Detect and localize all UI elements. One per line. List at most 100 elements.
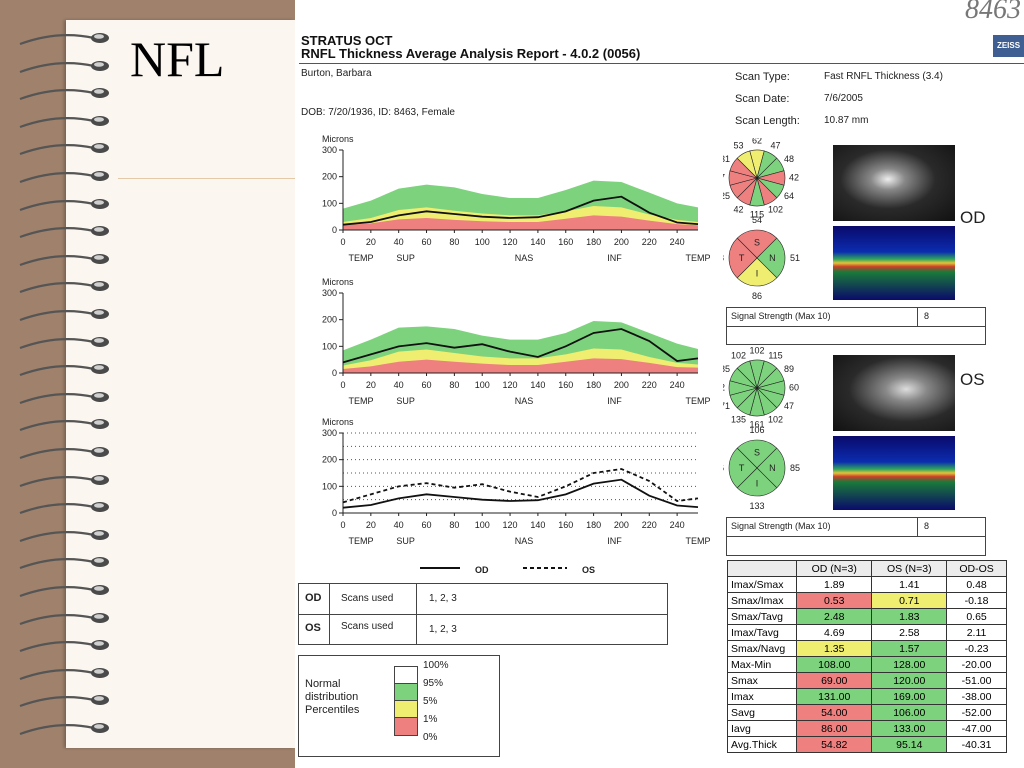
table-row: Smax/Navg 1.35 1.57 -0.23 (727, 640, 1007, 657)
metric-name: Imax (727, 688, 797, 705)
spiral-ring (18, 414, 110, 436)
metrics-header-cell: OS (N=3) (871, 560, 948, 577)
x-tick-label: 140 (530, 380, 545, 390)
x-tick-label: 180 (586, 520, 601, 530)
region-label: NAS (515, 253, 534, 263)
chart-panel-3: Microns 0 100 200 300 0 20 40 60 80 100 120 140 160 18… (322, 417, 711, 546)
metric-os-value: 1.57 (871, 640, 948, 657)
os-clock-value: 89 (784, 364, 794, 374)
od-quadrant-t (728, 237, 758, 279)
table-row: Smax/Tavg 2.48 1.83 0.65 (727, 608, 1007, 625)
patient-name: Burton, Barbara (301, 68, 372, 79)
oct-report: 8463 STRATUS OCT RNFL Thickness Average … (295, 0, 1024, 768)
x-tick-label: 60 (422, 520, 432, 530)
metric-diff-value: -20.00 (946, 656, 1007, 673)
x-tick-label: 140 (530, 520, 545, 530)
spiral-ring (18, 276, 110, 298)
scans-od-value: 1, 2, 3 (429, 593, 457, 604)
chart-panel-1: Microns 0 100 200 300 0 20 40 60 80 100 120 140 160 18… (322, 134, 711, 263)
os-quadrant-n (756, 447, 786, 489)
x-tick-label: 200 (614, 237, 629, 247)
x-tick-label: 200 (614, 380, 629, 390)
od-signal-label: Signal Strength (Max 10) (731, 311, 831, 321)
os-quadrant-value: 85 (790, 463, 800, 473)
metric-name: Imax/Tavg (727, 624, 797, 641)
x-tick-label: 20 (366, 380, 376, 390)
spiral-ring (18, 387, 110, 409)
scans-od-label: Scans used (341, 593, 394, 604)
percentile-legend-label-3: Percentiles (305, 704, 360, 716)
spiral-ring (18, 525, 110, 547)
x-tick-label: 40 (394, 380, 404, 390)
os-quadrant-letter: N (769, 463, 776, 473)
y-tick-label: 300 (322, 428, 337, 438)
os-clock-value: 102 (731, 350, 746, 360)
spiral-ring (18, 442, 110, 464)
metric-os-value: 106.00 (871, 704, 948, 721)
percentile-legend-label-2: distribution (305, 691, 359, 703)
od-clock-diagram: 62474842641021154225273153 (723, 138, 799, 220)
x-tick-label: 180 (586, 237, 601, 247)
x-tick-label: 140 (530, 237, 545, 247)
od-clock-value: 64 (784, 191, 794, 201)
y-tick-label: 200 (322, 455, 337, 465)
y-tick-label: 100 (322, 341, 337, 351)
series-line-os (342, 468, 699, 504)
od-quadrant-value: 51 (790, 253, 800, 263)
metric-diff-value: -0.23 (946, 640, 1007, 657)
os-quadrant-letter: I (756, 478, 759, 488)
table-row: Imax 131.00 169.00 -38.00 (727, 688, 1007, 705)
os-clock-value: 161 (749, 420, 764, 430)
od-quadrant-diagram: S 54 N 51 I 86 T 28 (723, 215, 800, 301)
spiral-ring (18, 138, 110, 160)
legend-tick-1: 1% (423, 714, 438, 725)
metric-diff-value: -51.00 (946, 672, 1007, 689)
region-label: TEMP (348, 253, 373, 263)
table-row: Imax/Tavg 4.69 2.58 2.11 (727, 624, 1007, 641)
spiral-ring (18, 470, 110, 492)
os-clock-value: 115 (768, 350, 782, 360)
x-tick-label: 80 (449, 380, 459, 390)
od-clock-sector (736, 150, 758, 180)
metric-od-value: 1.35 (795, 640, 873, 657)
legend-yellow-swatch (394, 700, 418, 718)
series-line-od (342, 478, 699, 509)
metric-od-value: 108.00 (795, 656, 873, 673)
x-tick-label: 160 (558, 237, 573, 247)
os-clock-value: 60 (789, 383, 799, 393)
metric-diff-value: -38.00 (946, 688, 1007, 705)
od-clock-value: 42 (733, 205, 743, 215)
os-clock-value: 47 (784, 401, 794, 411)
od-clock-value: 27 (723, 173, 725, 183)
od-clock-value: 53 (733, 140, 743, 150)
region-label: TEMP (348, 396, 373, 406)
os-signal-value: 8 (924, 521, 930, 531)
od-quadrant-letter: T (739, 253, 745, 263)
metric-diff-value: -47.00 (946, 720, 1007, 737)
metric-diff-value: 0.48 (946, 576, 1007, 593)
od-clock-value: 102 (768, 205, 783, 215)
os-eye-label: OS (960, 370, 985, 389)
zeiss-logo: ZEISS (993, 35, 1024, 57)
od-quadrant-value: 54 (752, 215, 762, 225)
header-rule (299, 63, 1024, 64)
patient-dob: DOB: 7/20/1936, ID: 8463, Female (301, 107, 455, 118)
metric-od-value: 86.00 (795, 720, 873, 737)
x-tick-label: 160 (558, 520, 573, 530)
os-quadrant-value: 106 (749, 425, 764, 435)
table-row: Imax/Smax 1.89 1.41 0.48 (727, 576, 1007, 593)
metrics-header-row: OD (N=3) OS (N=3) OD-OS (727, 560, 1007, 577)
metric-od-value: 1.89 (795, 576, 873, 593)
metrics-header-cell: OD-OS (946, 560, 1007, 577)
os-clock-sector (736, 360, 758, 390)
metric-od-value: 54.82 (795, 736, 873, 753)
os-quadrant-value: 133 (749, 501, 764, 511)
od-quadrant-letter: N (769, 253, 776, 263)
region-label: SUP (396, 396, 415, 406)
y-tick-label: 0 (332, 368, 337, 378)
os-fundus-image (833, 355, 955, 431)
metric-name: Smax/Tavg (727, 608, 797, 625)
x-tick-label: 0 (340, 237, 345, 247)
metric-name: Smax (727, 672, 797, 689)
